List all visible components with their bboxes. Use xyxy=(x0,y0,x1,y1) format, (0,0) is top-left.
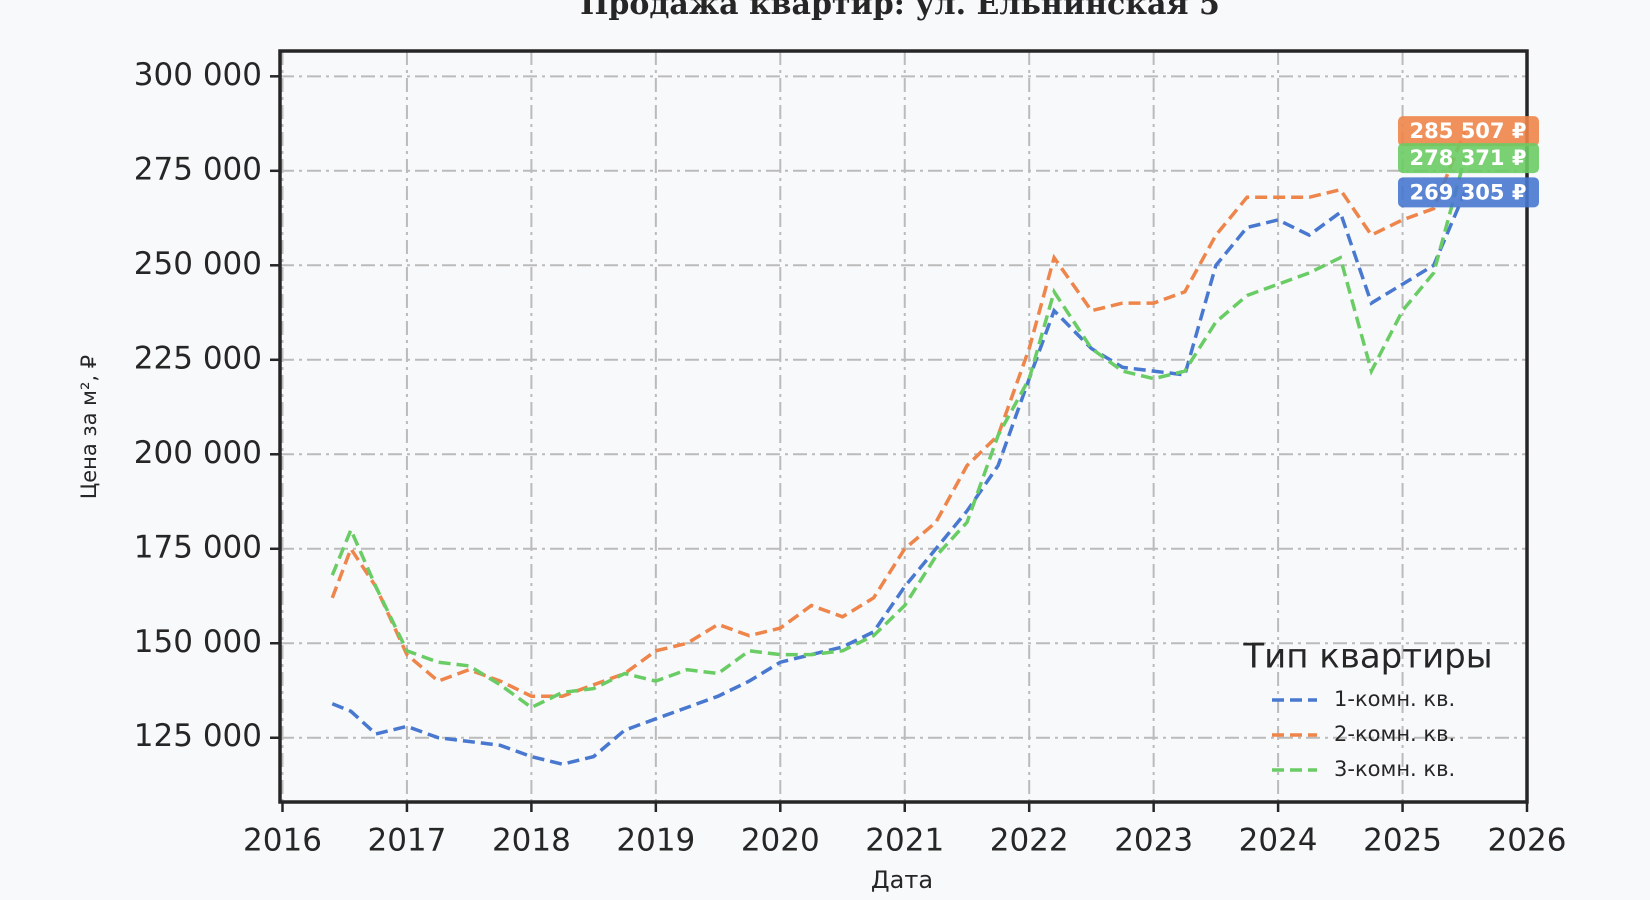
y-tick-label: 175 000 xyxy=(134,529,262,565)
plot-frame xyxy=(278,49,1529,804)
value-label: 285 507 ₽ xyxy=(1398,116,1539,147)
series-line xyxy=(330,130,1467,698)
value-label-text: 269 305 ₽ xyxy=(1410,180,1527,204)
value-label-box xyxy=(1398,177,1539,208)
value-label-box xyxy=(1398,116,1539,147)
value-label-text: 285 507 ₽ xyxy=(1410,119,1527,143)
y-tick-label: 200 000 xyxy=(134,435,262,471)
legend-title: Тип квартиры xyxy=(1242,637,1492,677)
y-tick-label: 150 000 xyxy=(134,624,262,660)
x-tick-label: 2021 xyxy=(865,823,944,859)
x-tick-label: 2018 xyxy=(492,823,571,859)
value-label: 278 371 ₽ xyxy=(1398,143,1539,174)
legend-label: 1-комн. кв. xyxy=(1334,687,1455,711)
y-tick-label: 125 000 xyxy=(134,718,262,754)
x-tick-label: 2016 xyxy=(243,823,322,859)
y-tick-label: 250 000 xyxy=(134,246,262,282)
x-tick-label: 2017 xyxy=(367,823,446,859)
x-tick-label: 2020 xyxy=(741,823,820,859)
legend-label: 2-комн. кв. xyxy=(1334,722,1455,746)
x-tick-label: 2026 xyxy=(1488,823,1567,859)
series-line xyxy=(330,157,1467,710)
x-tick-label: 2023 xyxy=(1114,823,1193,859)
y-axis-label: Цена за м², ₽ xyxy=(77,355,101,499)
chart-title: Продажа квартир: ул. Ельнинская 5 xyxy=(580,0,1220,22)
series-line xyxy=(331,191,1467,767)
y-tick-label: 300 000 xyxy=(134,57,262,93)
x-tick-label: 2022 xyxy=(990,823,1069,859)
value-label-text: 278 371 ₽ xyxy=(1410,146,1527,170)
y-tick-label: 275 000 xyxy=(134,151,262,187)
legend-label: 3-комн. кв. xyxy=(1334,757,1455,781)
x-tick-label: 2019 xyxy=(616,823,695,859)
value-label-box xyxy=(1398,143,1539,174)
value-label: 269 305 ₽ xyxy=(1398,177,1539,208)
x-axis-label: Дата xyxy=(871,866,933,894)
x-tick-label: 2024 xyxy=(1239,823,1318,859)
x-tick-label: 2025 xyxy=(1363,823,1442,859)
y-tick-label: 225 000 xyxy=(134,340,262,376)
